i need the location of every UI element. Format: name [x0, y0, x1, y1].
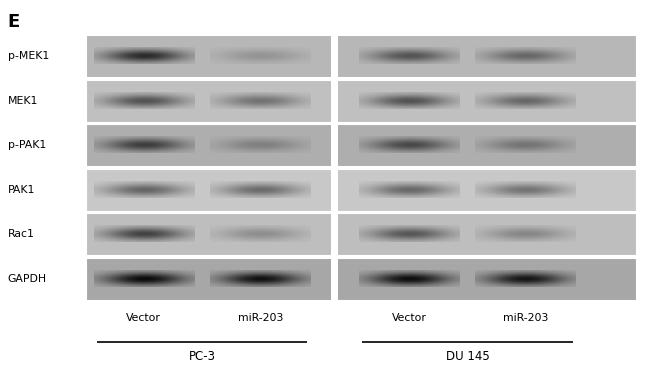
- Bar: [86, 80, 636, 121]
- Bar: [332, 213, 338, 255]
- Text: DU 145: DU 145: [445, 350, 489, 363]
- Text: p-MEK1: p-MEK1: [8, 51, 49, 61]
- Bar: [332, 258, 338, 300]
- Text: Vector: Vector: [392, 314, 426, 323]
- Text: MEK1: MEK1: [8, 95, 38, 106]
- Bar: [332, 35, 338, 77]
- Bar: [86, 124, 636, 166]
- Bar: [86, 169, 636, 211]
- Text: miR-203: miR-203: [503, 314, 549, 323]
- Text: E: E: [8, 12, 20, 31]
- Text: miR-203: miR-203: [238, 314, 283, 323]
- Bar: [332, 80, 338, 121]
- Bar: [86, 35, 636, 77]
- Bar: [332, 124, 338, 166]
- Bar: [86, 213, 636, 255]
- Text: p-PAK1: p-PAK1: [8, 140, 46, 150]
- Text: PC-3: PC-3: [188, 350, 216, 363]
- Bar: [86, 258, 636, 300]
- Text: Vector: Vector: [126, 314, 161, 323]
- Text: PAK1: PAK1: [8, 185, 35, 195]
- Text: Rac1: Rac1: [8, 229, 34, 239]
- Bar: [332, 169, 338, 211]
- Text: GAPDH: GAPDH: [8, 274, 47, 284]
